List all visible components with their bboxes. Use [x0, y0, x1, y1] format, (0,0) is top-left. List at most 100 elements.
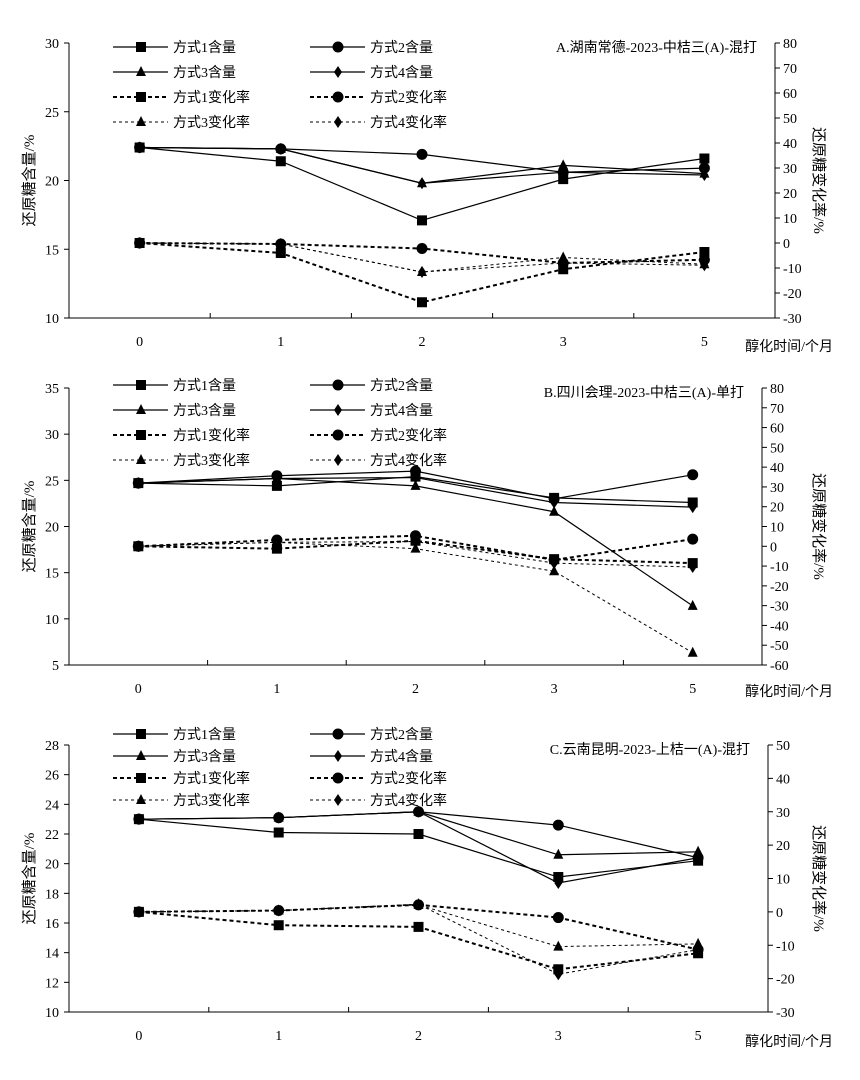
legend-item: 方式1含量: [113, 727, 236, 743]
data-point: [694, 851, 703, 864]
y-tick-label: 22: [45, 828, 59, 843]
legend-label: 方式2变化率: [370, 770, 447, 787]
data-point: [553, 940, 564, 951]
x-tick-label: 0: [135, 1029, 142, 1044]
legend-item: 方式2变化率: [310, 89, 447, 106]
x-tick-label: 2: [419, 335, 426, 350]
y2-tick-label: 10: [776, 873, 790, 888]
legend-label: 方式3变化率: [173, 114, 250, 131]
y-tick-label: 15: [45, 243, 59, 258]
data-point: [699, 153, 710, 164]
x-tick-label: 0: [135, 682, 142, 697]
legend-marker: [334, 454, 342, 466]
data-point: [135, 141, 144, 154]
data-point: [553, 848, 564, 859]
legend-item: 方式3含量: [113, 749, 236, 765]
data-point: [552, 819, 564, 831]
y2-tick-label: -60: [770, 659, 789, 674]
legend-label: 方式2含量: [370, 727, 433, 743]
x-axis-title: 醇化时间/个月: [745, 1033, 833, 1050]
y2-tick-label: 70: [770, 402, 784, 417]
series-7: [133, 536, 698, 657]
y2-tick-label: -20: [783, 287, 802, 302]
data-point: [693, 937, 704, 948]
data-point: [275, 248, 286, 258]
x-axis-title: 醇化时间/个月: [745, 338, 833, 355]
data-point: [135, 237, 144, 249]
y2-tick-label: -20: [776, 973, 795, 988]
data-point: [274, 904, 283, 917]
legend-marker: [136, 42, 146, 52]
legend-label: 方式4变化率: [370, 452, 447, 469]
data-point: [411, 535, 420, 548]
y2-tick-label: -10: [770, 560, 789, 575]
y-tick-label: 24: [45, 798, 59, 813]
data-point: [273, 920, 284, 931]
legend-label: 方式2含量: [370, 378, 433, 394]
y-tick-label: 28: [45, 739, 59, 754]
series-4: [134, 805, 703, 889]
data-point: [694, 943, 703, 956]
series-line: [138, 539, 693, 565]
y-tick-label: 30: [45, 428, 59, 443]
data-point: [549, 505, 560, 516]
data-point: [558, 264, 569, 275]
legend-item: 方式4变化率: [310, 452, 447, 469]
y2-tick-label: 20: [776, 839, 790, 854]
y-tick-label: 15: [45, 567, 59, 582]
y-tick-label: 14: [45, 947, 59, 962]
data-point: [410, 465, 421, 477]
data-point: [272, 536, 281, 549]
legend-label: 方式1变化率: [173, 427, 250, 444]
legend-label: 方式3含量: [173, 749, 236, 765]
x-tick-label: 3: [560, 335, 567, 350]
legend-label: 方式3变化率: [173, 792, 250, 809]
y-tick-label: 18: [45, 887, 59, 902]
data-point: [552, 912, 564, 924]
chart-panel-c: 0 1 2 3 510121416182022242628-30-20-10010203…: [21, 727, 833, 1050]
legend-marker: [136, 794, 146, 804]
data-point: [550, 496, 559, 509]
data-point: [688, 501, 697, 514]
data-point: [416, 243, 428, 254]
y2-tick-label: -40: [770, 619, 789, 634]
legend-label: 方式2含量: [370, 40, 433, 56]
y2-tick-label: 60: [783, 87, 797, 102]
data-point: [134, 905, 143, 918]
legend-item: 方式3变化率: [113, 792, 250, 809]
data-point: [687, 599, 698, 610]
y-tick-label: 20: [45, 175, 59, 190]
y2-tick-label: -30: [783, 312, 802, 327]
series-line: [138, 811, 699, 884]
data-point: [271, 543, 282, 554]
data-point: [554, 876, 563, 889]
legend-item: 方式2变化率: [310, 770, 447, 787]
y2-tick-label: 40: [776, 772, 790, 787]
y-tick-label: 10: [45, 1006, 59, 1021]
data-point: [693, 845, 704, 856]
x-tick-label: 3: [555, 1029, 562, 1044]
x-tick-label: 5: [701, 335, 708, 350]
legend-item: 方式1含量: [113, 378, 236, 394]
data-point: [687, 469, 699, 481]
legend-marker: [332, 772, 344, 784]
y2-tick-label: 30: [783, 162, 797, 177]
legend-label: 方式2变化率: [370, 427, 447, 444]
data-point: [413, 829, 424, 839]
data-point: [410, 479, 421, 490]
legend-marker: [136, 430, 146, 440]
x-tick-label: 1: [273, 682, 280, 697]
legend-label: 方式1变化率: [173, 89, 250, 106]
y2-tick-label: 20: [783, 187, 797, 202]
legend-marker: [136, 773, 146, 783]
x-tick-label: 5: [689, 682, 696, 697]
series-8: [134, 535, 697, 574]
legend-marker: [334, 116, 342, 128]
y2-tick-label: 10: [783, 212, 797, 227]
data-point: [276, 238, 285, 250]
data-point: [271, 480, 282, 491]
y2-tick-label: 0: [770, 540, 777, 555]
y-tick-label: 26: [45, 769, 59, 784]
